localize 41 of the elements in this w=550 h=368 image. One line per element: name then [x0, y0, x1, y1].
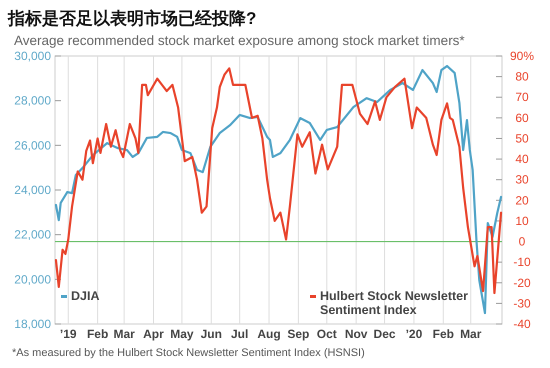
x-tick-label: ’20: [406, 327, 423, 341]
y-tick-label: 20,000: [14, 272, 52, 286]
x-tick-label: Oct: [316, 327, 337, 341]
y2-tick-label: 60: [515, 110, 529, 125]
x-tick-label: Aug: [257, 327, 281, 341]
legend-label: Hulbert Stock Newsletter Sentiment Index: [320, 289, 468, 317]
y2-tick-label: 40: [515, 152, 529, 166]
x-tick-label: ’19: [60, 327, 77, 341]
y-tick-label: 30,000: [14, 49, 52, 63]
x-tick-label: Dec: [374, 327, 396, 341]
y2-tick-label: 90%: [510, 49, 534, 63]
chart-title: 指标是否足以表明市场已经投降?: [7, 9, 256, 28]
y-tick-label: 22,000: [14, 228, 52, 242]
x-tick-label: Mar: [113, 327, 136, 341]
y2-tick-label: 0: [518, 234, 526, 249]
x-tick-label: Feb: [86, 327, 108, 341]
y2-tick-label: 10: [515, 214, 529, 228]
text: *As measured by the Hulbert Stock Newsletter Sentiment Index (HSNSI): [12, 347, 365, 359]
x-tick-label: May: [170, 327, 194, 341]
y2-tick-label: -30: [513, 296, 531, 310]
x-tick-label: Nov: [344, 327, 368, 341]
legend-label: DJIA: [71, 289, 100, 303]
y2-tick-label: -20: [513, 276, 531, 290]
y2-tick-label: 70: [515, 90, 529, 104]
x-tick-label: Mar: [460, 327, 482, 341]
y2-tick-label: 50: [515, 131, 529, 146]
y2-tick-label: 20: [515, 193, 529, 208]
y2-tick-label: 80: [515, 70, 529, 84]
x-tick-label: Sep: [287, 327, 310, 341]
y2-tick-label: -40: [513, 317, 531, 331]
y2-tick-label: -10: [513, 255, 531, 270]
y-tick-label: 28,000: [14, 94, 52, 108]
y-tick-label: 24,000: [14, 183, 52, 197]
chart-subtitle: Average recommended stock market exposure among stock market timers*: [14, 33, 466, 48]
y-tick-label: 18,000: [14, 317, 52, 331]
x-tick-label: Jun: [200, 327, 222, 341]
x-tick-label: Jul: [231, 327, 248, 341]
y-tick-label: 26,000: [14, 138, 52, 152]
x-tick-label: Apr: [143, 327, 164, 341]
y2-tick-label: 30: [515, 172, 529, 187]
x-tick-label: Feb: [432, 327, 454, 341]
